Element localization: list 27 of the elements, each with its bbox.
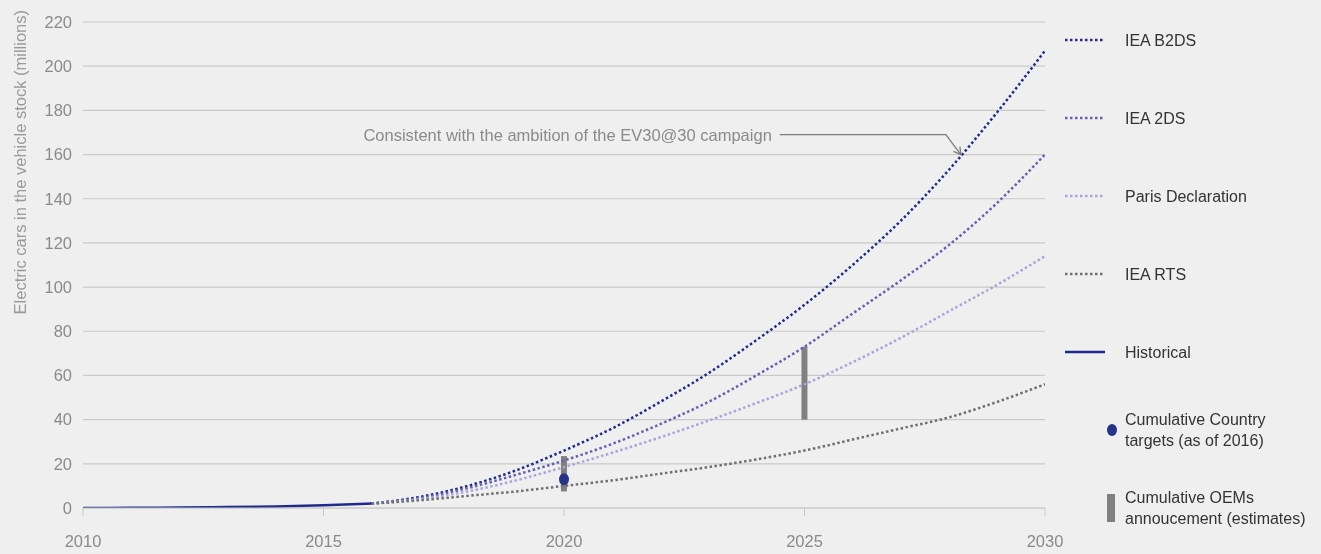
legend-label: Paris Declaration [1125,186,1248,207]
x-tick-label: 2015 [305,531,342,550]
legend-label: Cumulative Country targets (as of 2016) [1125,410,1267,451]
legend-label: IEA 2DS [1125,108,1187,129]
line-series [370,383,1045,505]
y-tick-label: 220 [44,12,72,31]
y-tick-label: 40 [53,410,72,429]
x-tick-label: 2010 [64,531,102,550]
y-tick-label: 200 [44,57,72,76]
legend-label: IEA RTS [1125,264,1188,285]
legend-label: IEA B2DS [1125,30,1198,51]
x-tick-label: 2020 [545,531,583,550]
annotation: Consistent with the ambition of the EV30@30 campaign [363,125,772,144]
x-tick-label: 2030 [1026,531,1064,550]
y-tick-label: 20 [53,454,72,473]
y-axis-title: Electric cars in the vehicle stock (millions) [11,10,29,315]
y-tick-label: 120 [44,233,72,252]
x-tick-label: 2025 [786,531,823,550]
y-tick-label: 180 [44,101,72,120]
y-tick-label: 0 [62,498,72,517]
y-tick-label: 60 [53,366,72,385]
y-tick-label: 80 [53,322,72,341]
y-tick-label: 160 [44,145,72,164]
y-tick-label: 100 [44,277,72,296]
legend-label: Cumulative OEMs annoucement (estimates) [1125,488,1307,529]
y-tick-label: 140 [44,189,72,208]
legend-label: Historical [1125,342,1192,363]
